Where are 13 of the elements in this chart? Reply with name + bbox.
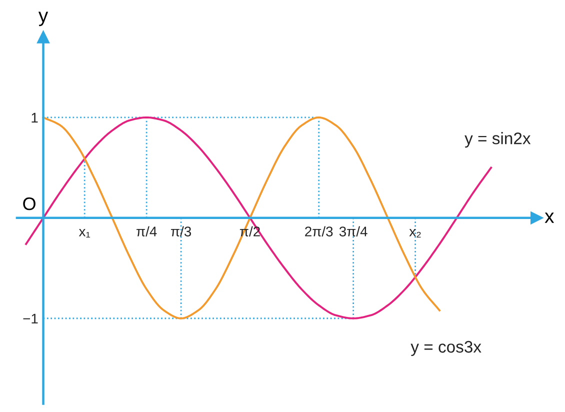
x-tick-label: x₂ (409, 228, 421, 238)
x-axis-title: x (544, 212, 554, 223)
y-tick-label: −1 (23, 314, 38, 324)
x-tick-label: 2π/3 (305, 226, 333, 236)
y-tick-label: 1 (32, 112, 38, 122)
x-tick-label: π/3 (171, 226, 192, 236)
x-tick-label: x₁ (78, 228, 90, 238)
series-label: y = sin2x (464, 132, 531, 148)
x-tick-label: 3π/4 (339, 226, 368, 236)
text: y = cos3x (410, 340, 482, 356)
annotation: O (23, 197, 36, 210)
x-tick-label: π/4 (136, 226, 157, 236)
y-axis-title: y (38, 12, 48, 26)
